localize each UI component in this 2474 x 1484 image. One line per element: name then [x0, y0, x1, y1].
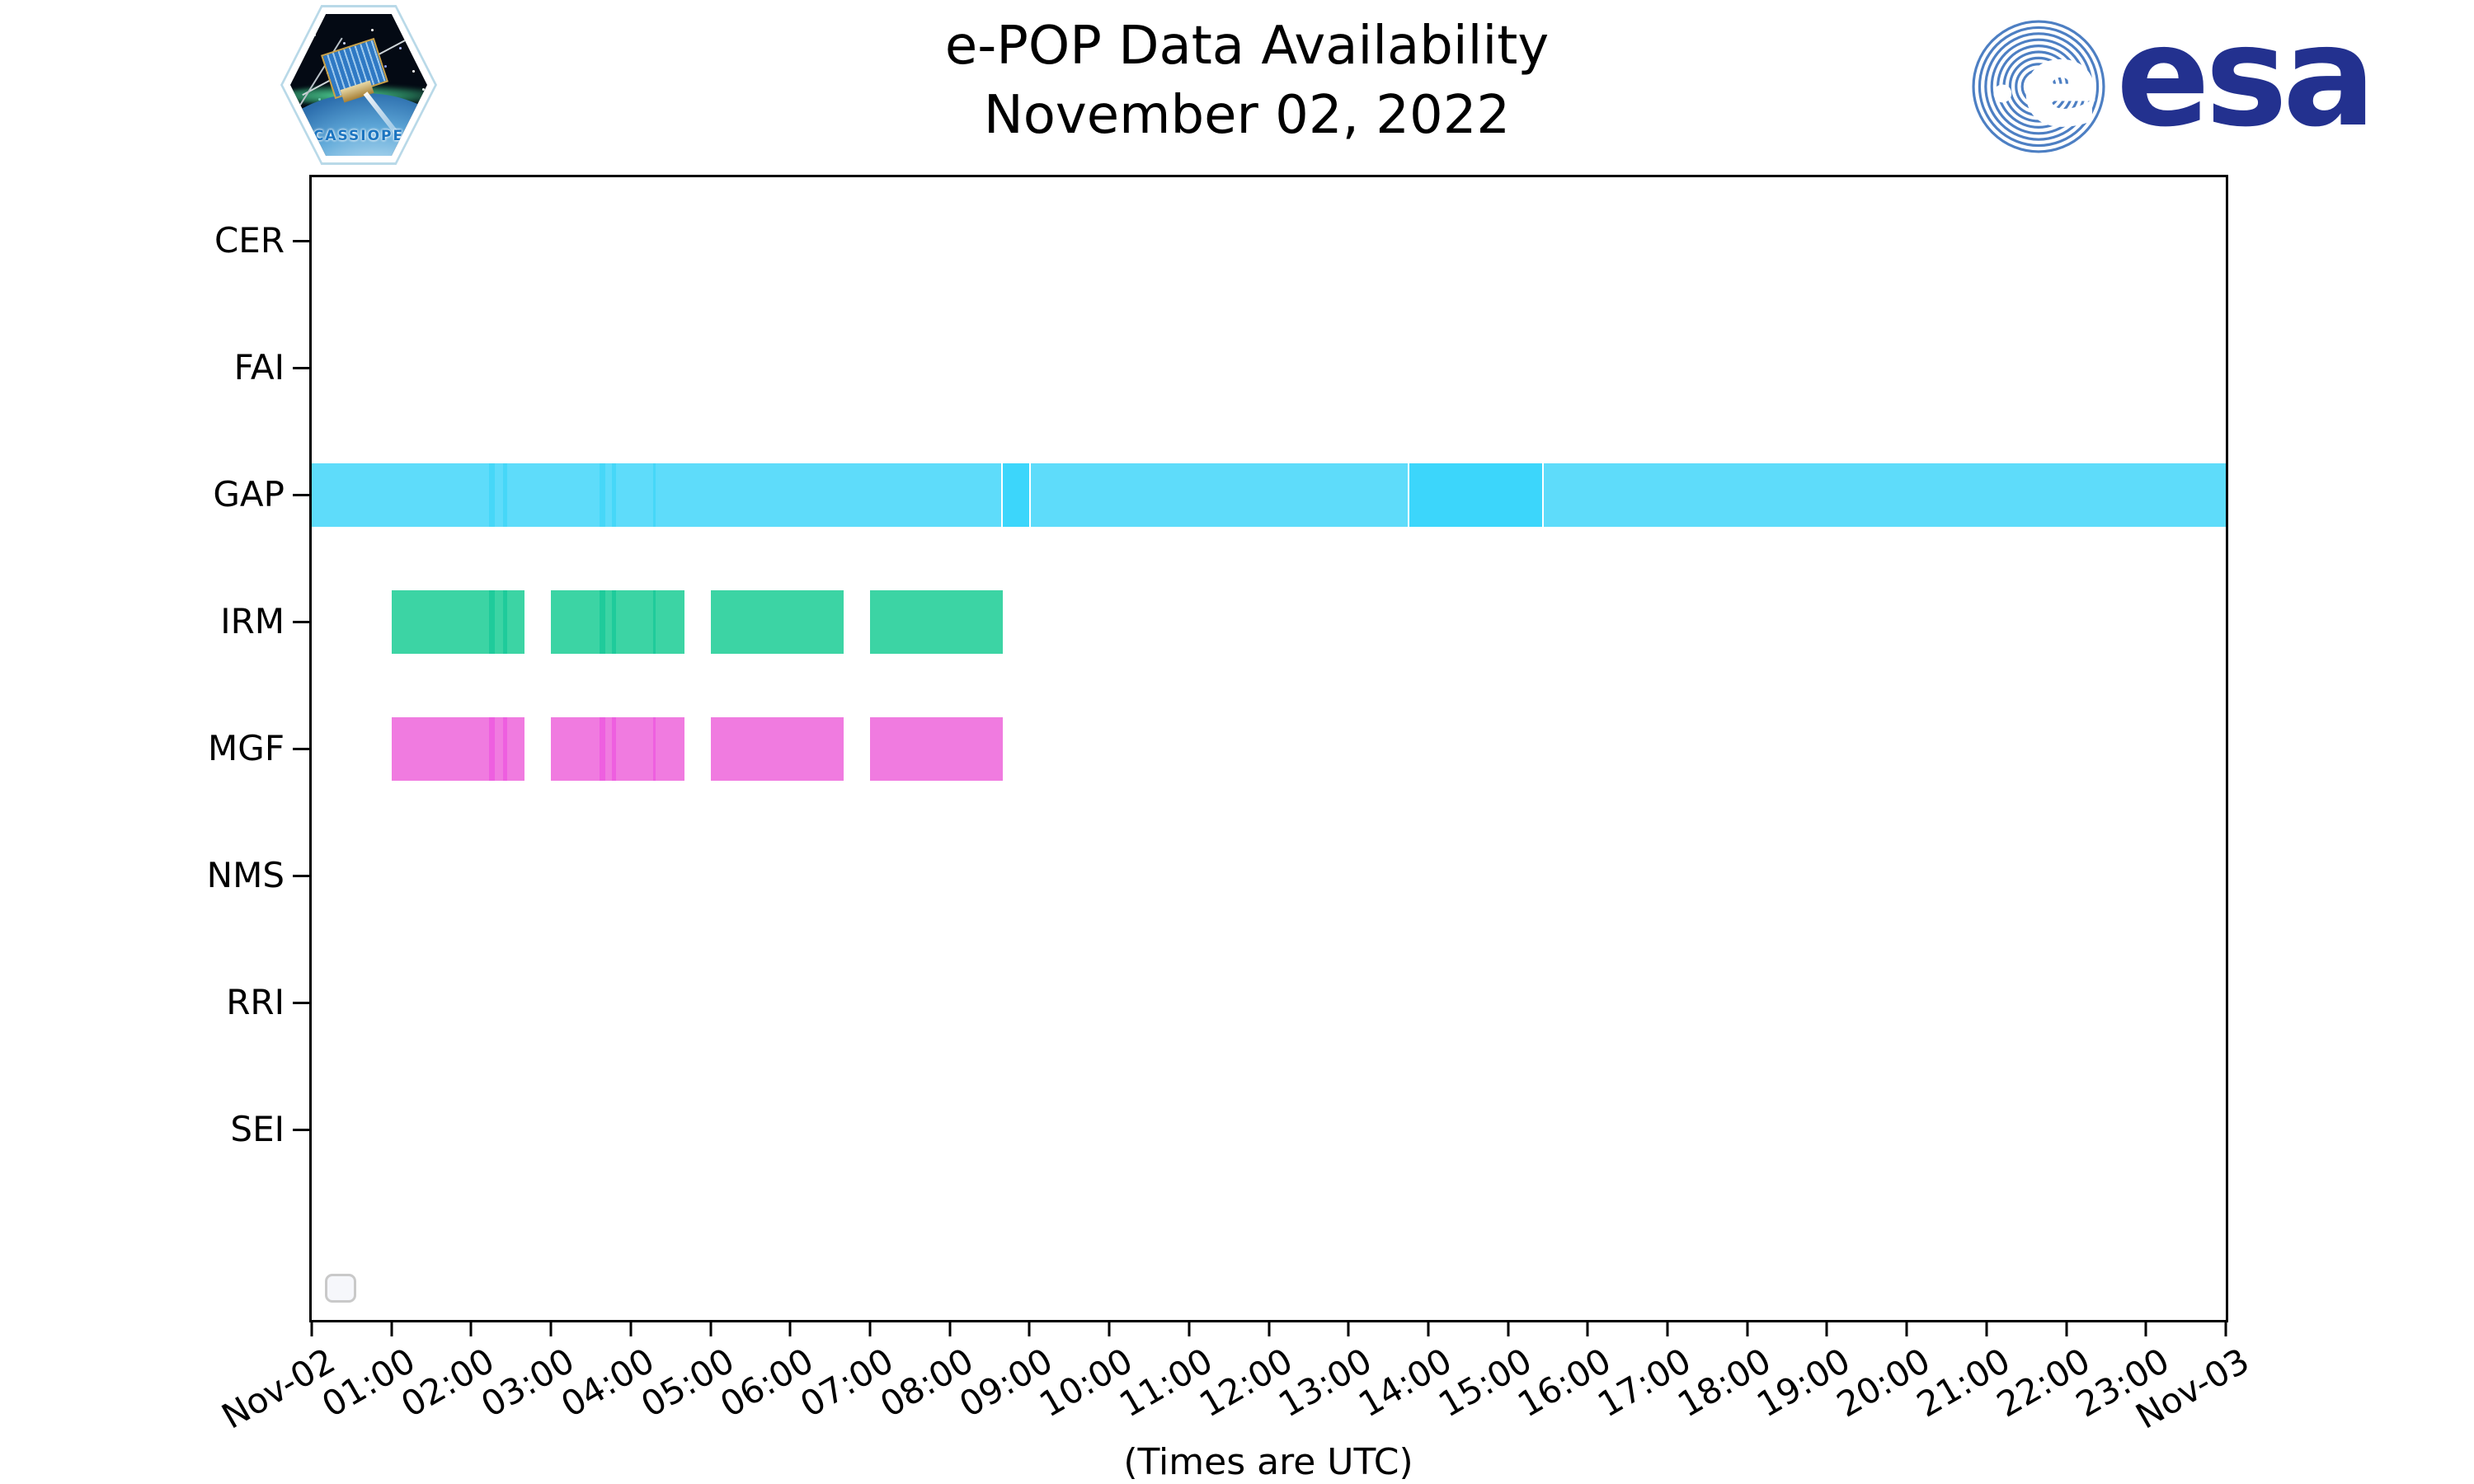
y-tick-label-nms: NMS — [206, 855, 285, 895]
x-tick-24 — [2224, 1322, 2227, 1336]
x-tick-16 — [1586, 1322, 1589, 1336]
x-tick-20 — [1905, 1322, 1908, 1336]
overlap-stripe-mgf — [502, 716, 507, 781]
y-tick-label-sei: SEI — [230, 1109, 285, 1149]
page-title: e-POP Data Availability November 02, 202… — [945, 12, 1549, 151]
cassiope-patch-label: CASSIOPE — [313, 128, 405, 144]
x-tick-7 — [868, 1322, 872, 1336]
title-line-1: e-POP Data Availability — [944, 16, 1550, 77]
bar-segment-irm — [391, 589, 525, 654]
x-tick-12 — [1268, 1322, 1270, 1336]
bar-segment-irm — [869, 589, 1004, 654]
esa-globe-icon: e — [1972, 19, 2105, 153]
y-tick-fai — [293, 366, 312, 369]
esa-globe-dot — [1993, 84, 2012, 103]
x-tick-10 — [1108, 1322, 1111, 1336]
x-tick-19 — [1825, 1322, 1828, 1336]
x-tick-14 — [1427, 1322, 1430, 1336]
bar-segment-mgf — [391, 716, 525, 781]
x-tick-11 — [1188, 1322, 1191, 1336]
plot-area — [309, 175, 2228, 1322]
overlap-stripe-gap — [502, 463, 507, 527]
overlap-stripe-irm — [599, 589, 605, 654]
x-tick-21 — [1985, 1322, 1988, 1336]
y-tick-nms — [293, 874, 312, 877]
y-tick-label-irm: IRM — [220, 601, 285, 641]
y-tick-cer — [293, 239, 312, 242]
y-tick-sei — [293, 1128, 312, 1131]
title-line-2: November 02, 2022 — [983, 85, 1511, 147]
overlap-stripe-irm — [489, 589, 496, 654]
bar-segment-mgf — [869, 716, 1004, 781]
x-tick-4 — [629, 1322, 633, 1336]
x-tick-18 — [1746, 1322, 1749, 1336]
x-tick-22 — [2065, 1322, 2068, 1336]
overlap-stripe-gap — [489, 463, 496, 527]
x-tick-23 — [2144, 1322, 2147, 1336]
x-tick-1 — [390, 1322, 393, 1336]
overlap-stripe-mgf — [612, 716, 617, 781]
y-tick-irm — [293, 620, 312, 623]
bar-segment-irm — [551, 589, 684, 654]
overlap-stripe-irm — [612, 589, 617, 654]
x-tick-15 — [1507, 1322, 1510, 1336]
esa-wordmark: esa — [2116, 0, 2376, 157]
bar-subsegment-gap — [1000, 463, 1032, 527]
esa-logo: e esa — [1969, 7, 2376, 157]
y-tick-mgf — [293, 747, 312, 750]
bar-segment-irm — [710, 589, 844, 654]
x-tick-13 — [1347, 1322, 1350, 1336]
x-tick-17 — [1666, 1322, 1669, 1336]
x-tick-2 — [469, 1322, 473, 1336]
y-tick-rri — [293, 1001, 312, 1004]
esa-globe-e-glyph: e — [2024, 22, 2097, 148]
x-tick-6 — [788, 1322, 792, 1336]
y-tick-label-gap: GAP — [213, 474, 285, 514]
y-tick-label-mgf: MGF — [208, 728, 285, 768]
x-tick-8 — [948, 1322, 952, 1336]
overlap-stripe-gap — [653, 463, 656, 527]
bar-subsegment-gap — [1407, 463, 1545, 527]
overlap-stripe-mgf — [653, 716, 656, 781]
bar-segment-mgf — [710, 716, 844, 781]
overlap-stripe-mgf — [489, 716, 496, 781]
x-tick-9 — [1028, 1322, 1031, 1336]
bar-segment-gap — [312, 463, 2226, 527]
y-tick-label-rri: RRI — [226, 982, 285, 1022]
x-tick-5 — [709, 1322, 713, 1336]
bar-segment-mgf — [551, 716, 684, 781]
y-tick-gap — [293, 493, 312, 496]
cassiope-mission-patch: CASSIOPE — [280, 5, 437, 165]
overlap-stripe-gap — [612, 463, 617, 527]
overlap-stripe-gap — [599, 463, 605, 527]
overlap-stripe-irm — [653, 589, 656, 654]
x-tick-0 — [310, 1322, 313, 1336]
overlap-stripe-mgf — [599, 716, 605, 781]
x-axis-note: (Times are UTC) — [1123, 1441, 1413, 1483]
y-tick-label-fai: FAI — [233, 347, 285, 387]
overlap-stripe-irm — [502, 589, 507, 654]
empty-legend-box — [325, 1274, 356, 1303]
y-tick-label-cer: CER — [214, 220, 285, 261]
x-tick-3 — [549, 1322, 553, 1336]
